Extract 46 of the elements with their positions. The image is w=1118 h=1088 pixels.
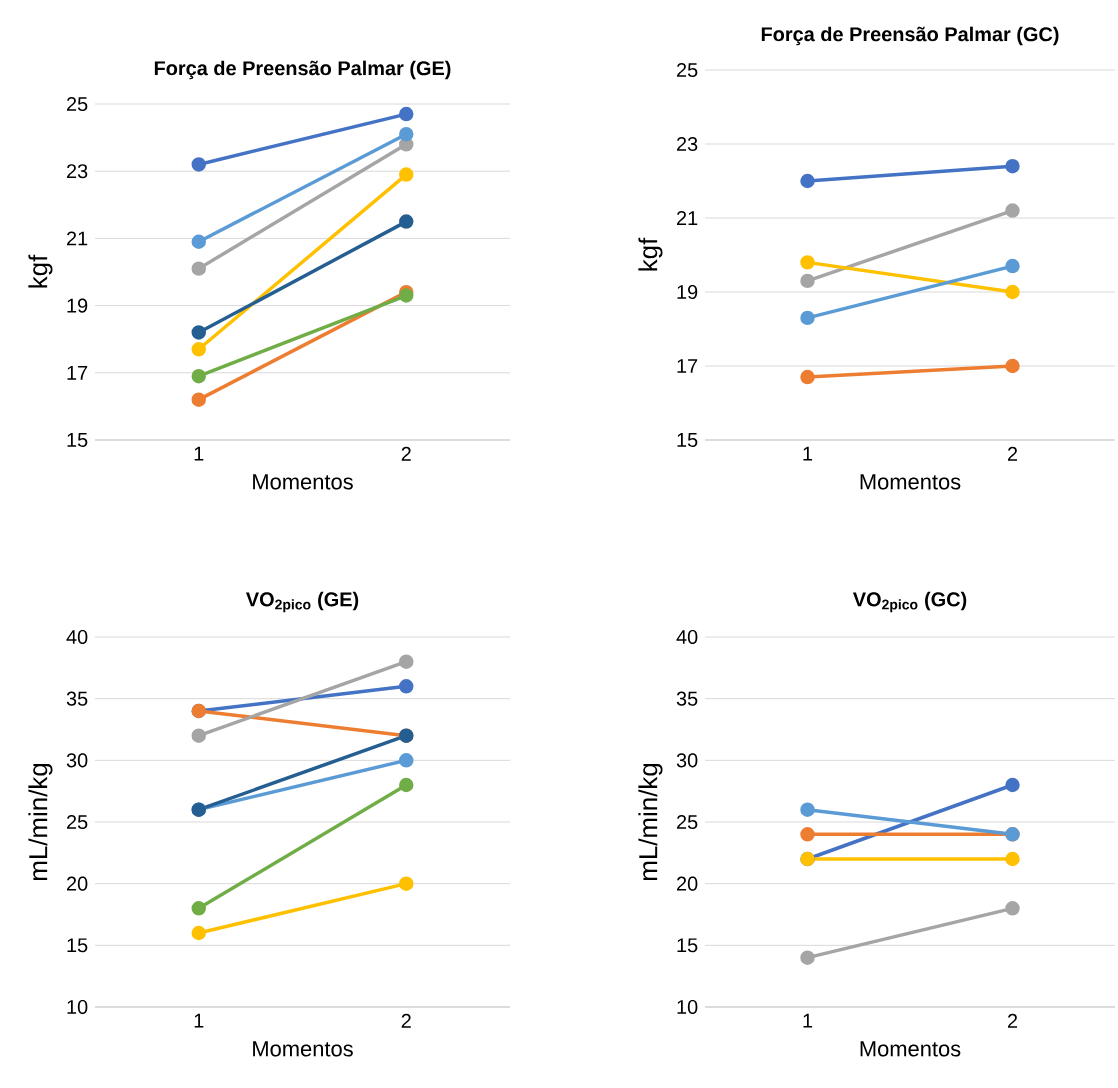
- y-tick-label: 17: [67, 365, 88, 380]
- chart-title: VO$_{2pico}$ (GE): [245, 591, 359, 613]
- y-tick-label: 19: [677, 284, 698, 300]
- x-tick-label: 1: [194, 446, 204, 461]
- y-axis-title: mL/min/kg: [638, 763, 663, 881]
- x-tick-label: 1: [194, 1013, 204, 1028]
- x-axis-title: Momentos: [860, 474, 961, 490]
- y-tick-label: 21: [677, 211, 698, 225]
- y-tick-label: 20: [67, 876, 88, 891]
- chart-title: Força de Preensão Palmar (GC): [761, 26, 1059, 46]
- x-tick-label: 2: [401, 446, 411, 461]
- y-tick-label: 21: [67, 231, 88, 246]
- y-tick-label: 15: [67, 938, 88, 953]
- y-tick-label: 15: [67, 433, 88, 447]
- y-tick-label: 15: [677, 433, 698, 447]
- y-tick-label: 17: [677, 359, 698, 373]
- y-tick-label: 40: [676, 629, 698, 645]
- y-tick-label: 10: [67, 999, 88, 1015]
- x-axis-title: Momentos: [253, 474, 353, 490]
- y-tick-label: 30: [66, 753, 88, 768]
- y-tick-label: 10: [677, 999, 698, 1015]
- y-axis-title: kgf: [28, 254, 53, 288]
- y-axis-title: kgf: [638, 237, 663, 271]
- x-tick-label: 2: [1007, 1013, 1018, 1028]
- y-tick-label: 25: [677, 814, 698, 830]
- x-axis-title: Momentos: [253, 1041, 353, 1057]
- chart-title: VO$_{2pico}$ (GC): [852, 591, 967, 613]
- y-tick-label: 35: [66, 691, 88, 706]
- x-tick-label: 2: [1007, 446, 1018, 461]
- x-axis-title: Momentos: [860, 1041, 961, 1057]
- y-axis-title: mL/min/kg: [28, 763, 53, 881]
- y-tick-label: 15: [677, 938, 698, 953]
- y-tick-label: 25: [677, 62, 698, 78]
- y-tick-label: 25: [67, 814, 88, 830]
- y-tick-label: 35: [676, 691, 698, 706]
- y-tick-label: 19: [67, 298, 88, 313]
- y-tick-label: 40: [66, 629, 88, 645]
- y-tick-label: 25: [67, 96, 88, 112]
- x-tick-label: 1: [803, 1013, 813, 1028]
- x-tick-label: 1: [803, 446, 813, 461]
- y-tick-label: 30: [676, 753, 698, 768]
- y-tick-label: 20: [677, 876, 698, 891]
- y-tick-label: 23: [677, 136, 698, 152]
- chart-title: Força de Preensão Palmar (GE): [154, 60, 451, 80]
- y-tick-label: 23: [67, 164, 88, 179]
- x-tick-label: 2: [401, 1013, 411, 1028]
